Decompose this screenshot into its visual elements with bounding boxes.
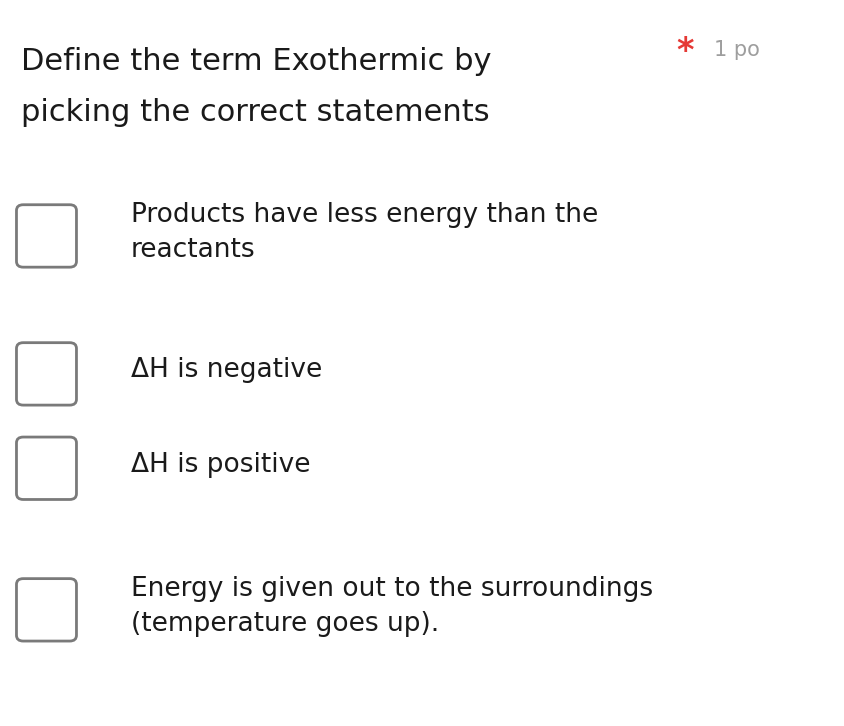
Text: *: * xyxy=(675,35,693,68)
FancyBboxPatch shape xyxy=(17,205,77,267)
Text: ΔH is positive: ΔH is positive xyxy=(131,452,310,478)
Text: Define the term Exothermic by: Define the term Exothermic by xyxy=(21,47,491,76)
FancyBboxPatch shape xyxy=(17,437,77,499)
Text: ΔH is negative: ΔH is negative xyxy=(131,357,322,383)
Text: Products have less energy than the
reactants: Products have less energy than the react… xyxy=(131,202,598,263)
Text: Energy is given out to the surroundings
(temperature goes up).: Energy is given out to the surroundings … xyxy=(131,576,652,637)
FancyBboxPatch shape xyxy=(17,343,77,405)
FancyBboxPatch shape xyxy=(17,579,77,641)
Text: 1 po: 1 po xyxy=(713,40,759,60)
Text: picking the correct statements: picking the correct statements xyxy=(21,98,490,127)
